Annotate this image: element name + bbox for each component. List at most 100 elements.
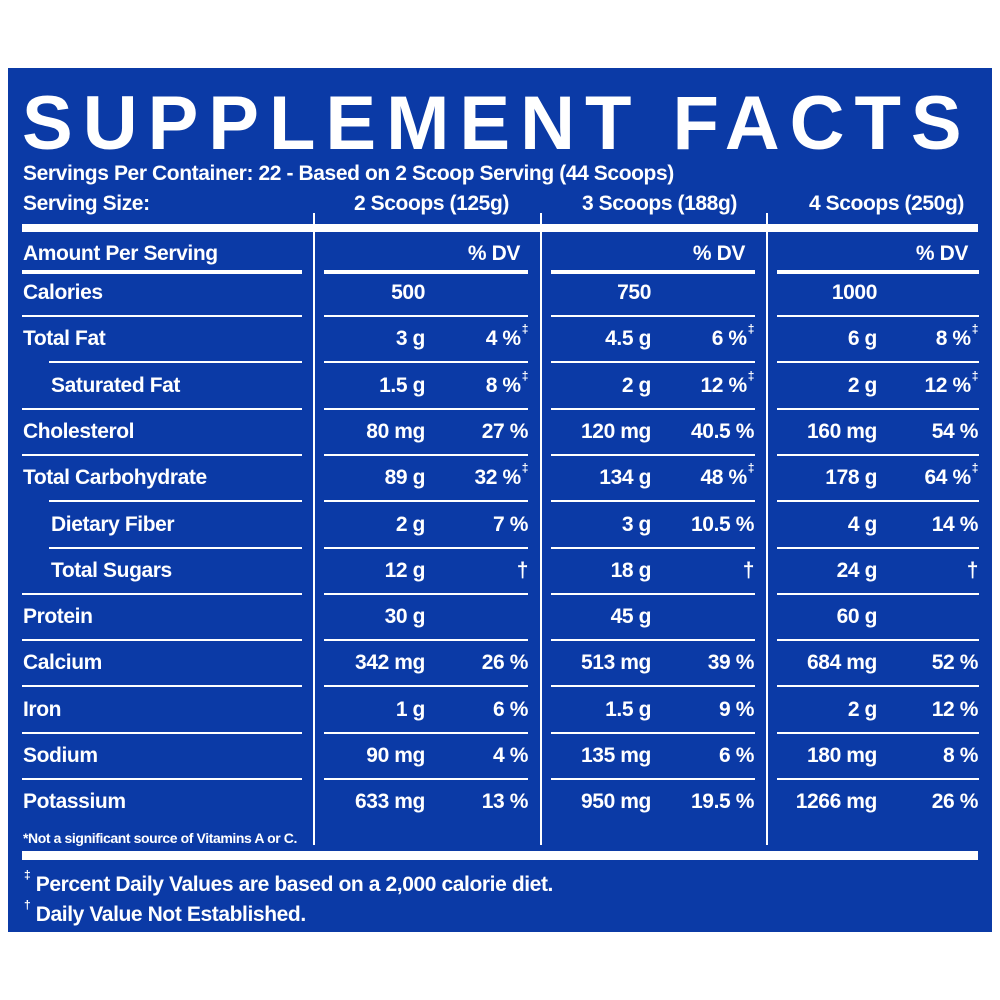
row-divider [551, 453, 755, 456]
amount-value: 2 g [395, 512, 426, 536]
dv-value: 26 % [481, 650, 529, 676]
dv-percent: 14 % [931, 512, 979, 536]
dv-value: 6 % [493, 697, 528, 723]
divider-thick-top [22, 224, 978, 232]
row-divider [49, 500, 302, 503]
row-label: Calories [23, 281, 103, 304]
amount-value: 4.5 g [605, 327, 651, 351]
amount-value: 180 mg [807, 744, 877, 767]
footnote-1: ‡ Percent Daily Values are based on a 2,… [23, 869, 554, 898]
dv-percent: 8 % [485, 373, 521, 397]
column-divider [313, 213, 315, 845]
amount-value: 89 g [384, 466, 426, 490]
row-label: Cholesterol [23, 419, 135, 443]
dv-value: 54 % [932, 419, 979, 445]
dv-value: 13 % [481, 789, 529, 815]
row-label: Iron [23, 697, 62, 721]
dv-value: 8 %‡ [935, 323, 979, 352]
divider-thick-bottom [22, 851, 978, 860]
amount-per-serving-header: Amount Per Serving [23, 242, 218, 265]
dv-percent: 27 % [481, 419, 529, 443]
serving-size-1: 2 Scoops (125g) [353, 192, 509, 215]
dv-value: † [742, 558, 755, 584]
amount-value: 160 mg [807, 419, 877, 443]
row-divider [49, 361, 302, 364]
row-divider [22, 685, 302, 688]
row-divider [324, 361, 528, 364]
serving-size-3: 4 Scoops (250g) [808, 192, 964, 215]
row-divider [324, 546, 528, 549]
dv-percent: 52 % [931, 651, 979, 675]
row-divider [777, 685, 979, 688]
dv-value: 52 % [931, 650, 979, 676]
amount-value: 1.5 g [605, 697, 651, 721]
header-underline [324, 270, 528, 274]
amount-value: 18 g [610, 558, 652, 582]
row-label: Saturated Fat [51, 373, 180, 397]
amount-value: 80 mg [366, 419, 425, 443]
dv-value: 4 %‡ [486, 323, 529, 352]
dv-footnote-mark: ‡ [971, 322, 979, 337]
header-underline [551, 270, 755, 274]
footnote-text: Percent Daily Values are based on a 2,00… [35, 873, 554, 896]
row-label: Potassium [23, 790, 126, 814]
dv-percent: † [742, 558, 755, 582]
supplement-facts-panel: SUPPLEMENT FACTS Servings Per Container:… [8, 68, 992, 932]
dv-value: 12 %‡ [700, 370, 754, 399]
amount-value: 2 g [621, 373, 652, 397]
dv-value: 39 % [708, 650, 755, 676]
dv-value: † [517, 558, 529, 584]
dv-value: 27 % [481, 419, 529, 445]
row-divider [22, 315, 302, 317]
dv-value: 48 %‡ [700, 462, 754, 491]
row-divider [22, 778, 302, 780]
dv-footnote-mark: ‡ [747, 461, 755, 476]
dv-percent: 8 % [935, 327, 971, 351]
amount-value: 950 mg [581, 790, 651, 814]
amount-value: 6 g [847, 327, 878, 351]
dv-percent: 13 % [481, 790, 529, 814]
row-label: Sodium [23, 744, 98, 767]
dv-footnote-mark: ‡ [971, 461, 979, 476]
dv-value: 40.5 % [691, 419, 754, 445]
row-divider [551, 315, 755, 317]
dv-value: 9 % [719, 697, 754, 723]
row-divider [22, 639, 302, 642]
amount-value: 513 mg [581, 651, 651, 675]
dv-percent: 12 % [924, 373, 971, 397]
dv-footnote-mark: ‡ [747, 322, 755, 337]
dv-percent: 6 % [493, 697, 528, 721]
amount-value: 500 [391, 281, 425, 304]
row-divider [22, 731, 302, 734]
dv-value: 8 % [943, 743, 978, 769]
column-divider [540, 213, 542, 845]
row-divider [551, 546, 755, 549]
amount-value: 2 g [847, 373, 878, 397]
row-divider [22, 407, 302, 410]
dv-percent: 26 % [481, 651, 529, 675]
dv-value: 6 % [719, 743, 754, 769]
dv-footnote-mark: ‡ [521, 322, 529, 337]
row-divider [324, 685, 528, 688]
dv-percent: 40.5 % [691, 419, 754, 443]
dv-percent: 10.5 % [691, 512, 754, 536]
dv-value: 14 % [931, 512, 979, 538]
row-divider [777, 361, 979, 364]
row-divider [324, 315, 528, 317]
row-label: Total Fat [23, 327, 106, 351]
row-divider [777, 500, 979, 503]
amount-value: 1000 [831, 281, 878, 304]
dv-percent: 6 % [711, 327, 747, 351]
amount-value: 3 g [395, 327, 426, 351]
servings-per-container: Servings Per Container: 22 - Based on 2 … [23, 162, 674, 185]
dv-percent: 7 % [493, 512, 528, 536]
row-label: Protein [23, 605, 93, 629]
dv-percent: 48 % [700, 466, 747, 490]
row-divider [324, 407, 528, 410]
row-divider [49, 546, 302, 549]
row-divider [777, 546, 979, 549]
row-divider [551, 407, 755, 410]
dv-percent: 64 % [924, 466, 971, 490]
row-divider [777, 407, 979, 410]
dv-value: 32 %‡ [474, 462, 528, 491]
